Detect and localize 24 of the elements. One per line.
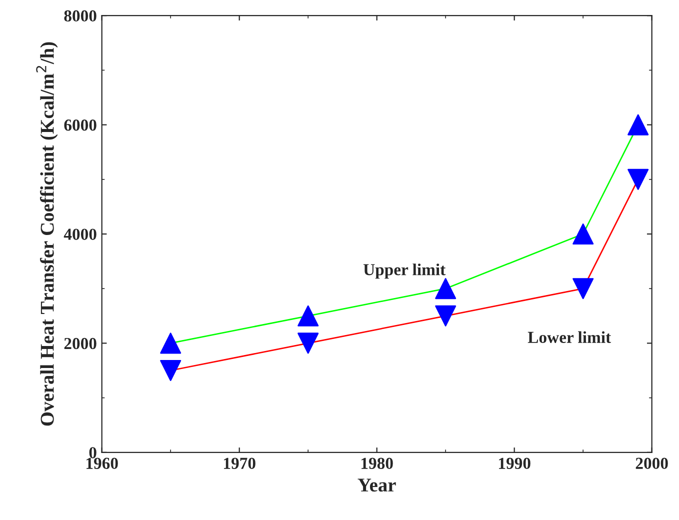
point xyxy=(160,360,182,382)
point xyxy=(572,223,594,245)
x-axis-title: Year xyxy=(358,478,396,492)
x-tick-label: 2000 xyxy=(636,458,668,469)
point xyxy=(298,305,319,326)
series-label: Upper limit xyxy=(363,264,446,279)
x-tick-label: 1960 xyxy=(86,458,118,469)
y-tick-label: 2000 xyxy=(64,338,96,350)
point xyxy=(572,278,594,300)
series-label: Lower limit xyxy=(528,331,612,344)
y-tick-label: 0 xyxy=(89,447,96,458)
point xyxy=(628,168,649,190)
point xyxy=(628,114,649,136)
x-tick-label: 1970 xyxy=(224,458,256,469)
point xyxy=(435,305,456,326)
point xyxy=(298,332,319,354)
point xyxy=(435,278,456,300)
y-tick-label: 8000 xyxy=(64,10,96,22)
x-tick-label: 1980 xyxy=(362,458,393,469)
y-axis-title: Overall Heat Transfer Coefficient (Kcal/m$^{2}$/h) xyxy=(36,42,58,426)
y-tick-label: 6000 xyxy=(64,120,96,131)
x-tick-label: 1990 xyxy=(499,458,530,469)
y-tick-label: 4000 xyxy=(64,228,96,240)
point xyxy=(160,332,182,354)
